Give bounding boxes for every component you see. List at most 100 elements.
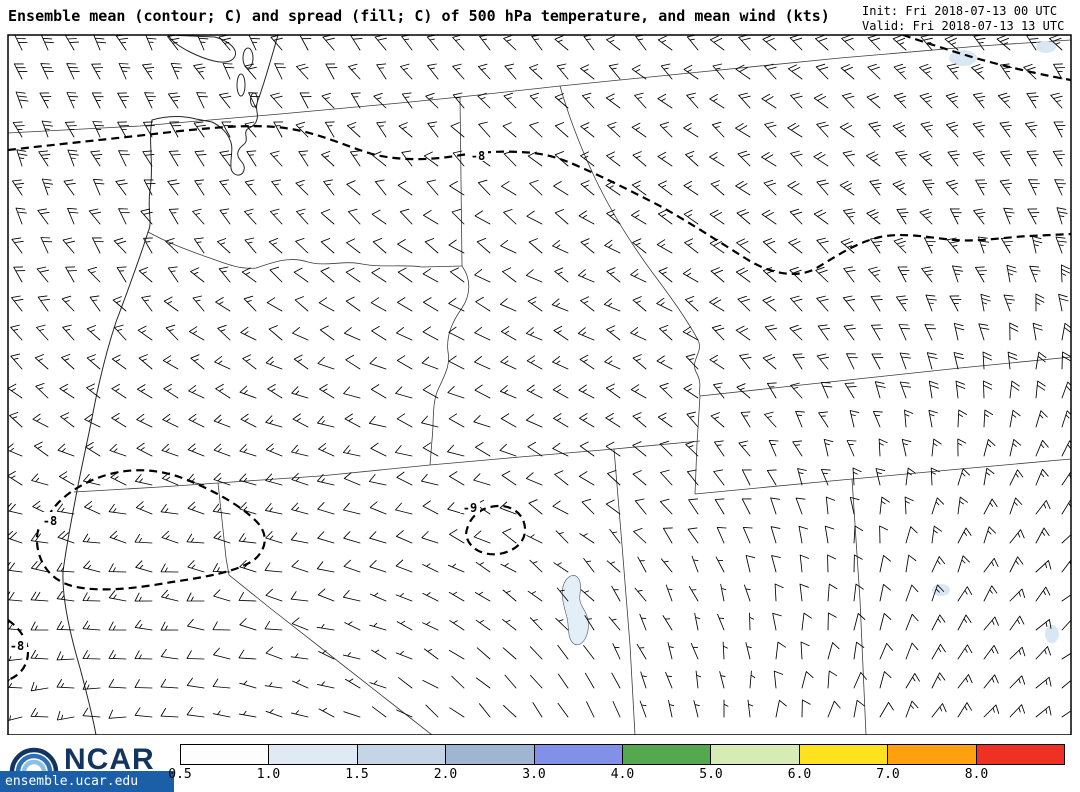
wind-barb (58, 471, 75, 486)
wind-barb (875, 468, 886, 486)
wind-barb (525, 269, 543, 283)
contour-label: -8 (43, 514, 57, 528)
wind-barb (529, 179, 543, 196)
wind-barb (188, 413, 205, 428)
wind-barb (762, 35, 777, 51)
wind-barb (957, 438, 967, 457)
colorbar-tick-label: 8.0 (964, 767, 989, 782)
wind-barb (688, 585, 699, 602)
colorbar-segment (623, 745, 712, 764)
wind-barb (187, 501, 205, 515)
wind-barb (343, 472, 361, 486)
wind-barb (134, 533, 153, 544)
wind-barb (931, 497, 945, 515)
wind-barb (816, 353, 830, 370)
wind-barb (853, 613, 866, 631)
wind-barb (761, 209, 777, 225)
wind-barb (926, 352, 938, 370)
wind-barb (611, 585, 621, 602)
contour-label: -8 (10, 639, 24, 653)
wind-barb (134, 619, 153, 631)
wind-barb (951, 265, 964, 283)
wind-barb (580, 296, 595, 312)
wind-barb (982, 351, 992, 370)
wind-barb (396, 620, 413, 631)
colorbar-segment (976, 745, 1065, 764)
wind-barb (899, 381, 912, 399)
wind-barb (658, 324, 673, 341)
temp-contour-ne-corner (902, 35, 1071, 82)
wind-barb (56, 621, 75, 631)
spread-patch (1045, 625, 1059, 643)
wind-barb (719, 671, 726, 689)
wind-barb (603, 298, 621, 312)
wind-barb (476, 238, 491, 254)
wind-barb (14, 35, 28, 51)
wind-barb (775, 641, 786, 660)
wind-barb (999, 63, 1013, 80)
wind-barb (983, 409, 994, 428)
wind-barb (735, 123, 751, 138)
wind-barb (395, 502, 413, 515)
colorbar-tick-label: 4.0 (610, 767, 635, 782)
colorbar-segment (888, 745, 977, 764)
colorbar-segment (357, 745, 447, 764)
wind-barb (118, 63, 131, 80)
wind-barb (893, 237, 907, 254)
pacific-coastline (62, 35, 279, 735)
wind-barb (957, 496, 969, 515)
wind-barb (15, 91, 29, 109)
wind-barb (844, 382, 857, 399)
wind-barb (972, 150, 986, 167)
wind-barb (502, 589, 517, 602)
wind-barb (266, 297, 283, 312)
wind-barb (427, 121, 439, 138)
wind-barb (316, 561, 335, 573)
site-url: ensemble.ucar.edu (5, 774, 139, 789)
wind-barb (931, 438, 942, 457)
wind-barb (503, 705, 517, 718)
wind-barb (996, 35, 1011, 51)
wind-barb (421, 356, 439, 370)
wind-barb (766, 469, 777, 486)
wind-barb (787, 180, 803, 196)
wind-barb (905, 642, 919, 660)
wind-barb (686, 469, 699, 486)
wind-barb (665, 584, 673, 602)
wind-barb (788, 238, 803, 254)
wind-barb (274, 63, 286, 80)
ut-co-border (851, 478, 867, 735)
wind-barb (373, 92, 387, 109)
wind-barb (448, 529, 465, 544)
wind-barb (657, 209, 673, 225)
wind-barb (657, 412, 673, 428)
wind-barb (140, 208, 153, 225)
wind-barb (503, 208, 517, 225)
wind-barb (40, 63, 54, 80)
wind-barb (846, 440, 857, 457)
wind-barb (526, 534, 543, 544)
wind-barb (905, 584, 919, 602)
wind-barb (246, 150, 257, 167)
wind-barb (737, 295, 751, 312)
wind-barb (192, 208, 205, 225)
wind-barb (244, 179, 257, 196)
contour-label: -9 (463, 501, 477, 515)
wind-barb (764, 411, 777, 428)
wind-barb (396, 413, 413, 428)
wind-barb (983, 526, 996, 544)
wind-barb (931, 703, 947, 718)
wind-barb (345, 267, 361, 283)
wind-barb (1060, 264, 1071, 283)
wind-barb (606, 325, 621, 341)
wind-barb (92, 178, 105, 196)
wind-barb (528, 499, 543, 515)
wind-barb (371, 267, 387, 283)
wind-barb (898, 324, 911, 341)
wind-barb (1000, 150, 1013, 167)
wind-barb (320, 209, 335, 225)
wind-barb (215, 296, 231, 312)
wind-barb (61, 353, 75, 370)
wind-barb (82, 680, 101, 690)
wind-barb (870, 295, 883, 312)
